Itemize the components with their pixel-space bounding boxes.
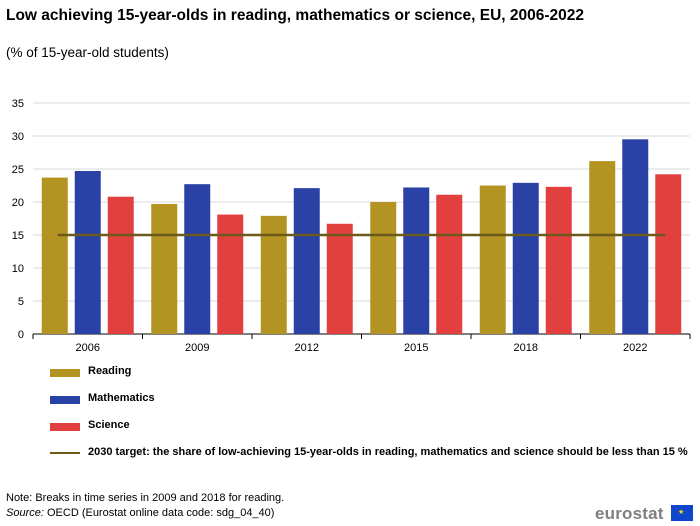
legend-label-mathematics: Mathematics (88, 392, 155, 404)
eurostat-logo: eurostat (595, 504, 664, 523)
x-tick-label: 2006 (76, 342, 100, 354)
source-label: Source: (6, 507, 44, 519)
chart-title: Low achieving 15-year-olds in reading, m… (6, 7, 585, 24)
bars (41, 139, 682, 334)
y-tick-label: 5 (18, 296, 24, 308)
bar-reading-2018 (479, 185, 506, 334)
bar-science-2022 (655, 174, 682, 334)
y-axis-ticks: 0 5 10 15 20 25 30 35 (12, 98, 24, 341)
bar-reading-2015 (370, 202, 397, 334)
legend-swatch-reading (50, 369, 80, 377)
y-tick-label: 15 (12, 230, 24, 242)
eu-flag-icon: ★ (671, 505, 693, 521)
bar-mathematics-2009 (184, 184, 211, 334)
source-text: OECD (Eurostat online data code: sdg_04_… (43, 507, 275, 519)
bar-mathematics-2006 (74, 170, 101, 334)
y-tick-label: 20 (12, 197, 24, 209)
bar-reading-2006 (41, 177, 68, 334)
bar-reading-2012 (260, 215, 287, 334)
bar-mathematics-2022 (622, 139, 649, 334)
legend-label-reading: Reading (88, 365, 132, 377)
x-tick-label: 2009 (185, 342, 209, 354)
bar-science-2012 (326, 223, 353, 334)
bar-science-2018 (545, 186, 572, 334)
y-tick-label: 10 (12, 263, 24, 275)
bar-reading-2022 (589, 161, 616, 334)
legend-swatch-mathematics (50, 396, 80, 404)
source-line: Source: OECD (Eurostat online data code:… (6, 507, 274, 519)
bar-science-2009 (217, 214, 244, 334)
legend-swatch-target (50, 452, 80, 454)
x-axis-ticks: 2006 2009 2012 2015 2018 2022 (32, 334, 691, 354)
legend-swatch-science (50, 423, 80, 431)
bar-mathematics-2018 (512, 182, 539, 334)
y-tick-label: 35 (12, 98, 24, 110)
x-tick-label: 2012 (295, 342, 319, 354)
y-tick-label: 0 (18, 329, 24, 341)
bar-chart: 0 5 10 15 20 25 30 35 2006 2009 2012 2015 2018 2022 (12, 98, 691, 354)
legend-label-target: 2030 target: the share of low-achieving … (88, 446, 688, 458)
bar-science-2006 (107, 196, 134, 334)
bar-mathematics-2015 (403, 187, 430, 334)
chart-subtitle: (% of 15-year-old students) (6, 45, 169, 60)
bar-mathematics-2012 (293, 188, 320, 334)
legend-label-science: Science (88, 419, 130, 431)
x-tick-label: 2018 (514, 342, 538, 354)
y-tick-label: 25 (12, 164, 24, 176)
x-tick-label: 2015 (404, 342, 428, 354)
y-tick-label: 30 (12, 131, 24, 143)
x-tick-label: 2022 (623, 342, 647, 354)
bar-science-2015 (436, 194, 463, 334)
bar-reading-2009 (151, 203, 178, 334)
footnote: Note: Breaks in time series in 2009 and … (6, 492, 285, 504)
